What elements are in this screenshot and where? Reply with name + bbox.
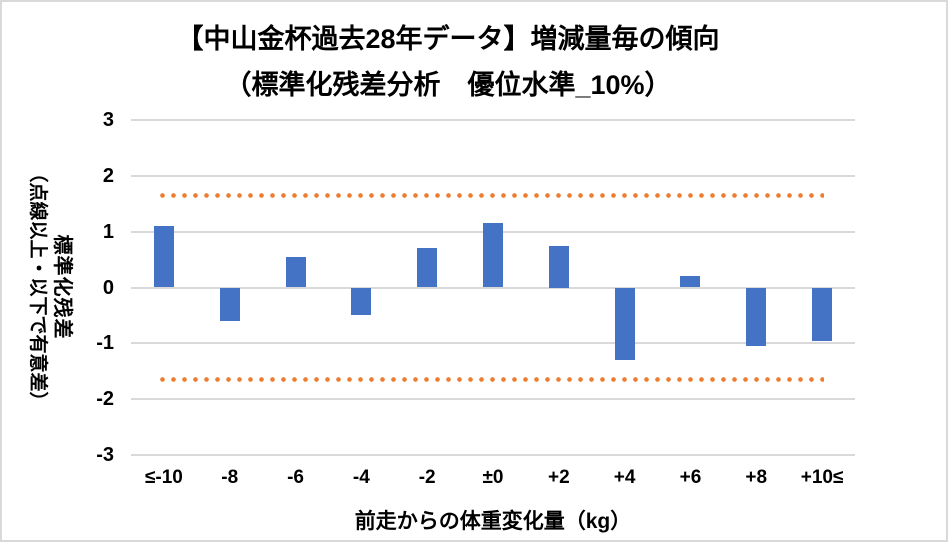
x-tick-label: -6: [287, 467, 304, 488]
gridline: [131, 119, 855, 121]
y-tick-label: 0: [102, 276, 114, 299]
bar--6: [285, 256, 306, 288]
x-axis-title: 前走からの体重変化量（kg）: [354, 510, 632, 533]
chart-title: 【中山金杯過去28年データ】増減量毎の傾向 （標準化残差分析 優位水準_10%）: [2, 24, 894, 101]
chart-title-line1: 【中山金杯過去28年データ】増減量毎の傾向: [176, 24, 720, 54]
y-tick-label: -1: [96, 332, 114, 355]
x-tick-label: ±0: [482, 467, 504, 488]
gridline: [131, 454, 855, 456]
y-tick-label: 2: [102, 164, 114, 187]
gridline: [131, 174, 855, 177]
chart-title-line2: （標準化残差分析 優位水準_10%）: [224, 70, 672, 100]
bar-±0: [483, 223, 503, 288]
gridline: [131, 286, 855, 289]
bar-+8: [746, 287, 767, 347]
bar-≤-10: [153, 226, 174, 288]
x-tick-label: -2: [418, 467, 436, 488]
x-tick-label: -4: [352, 467, 370, 488]
bar-+6: [680, 276, 701, 288]
y-axis-title: 標準化残差 （点線以上・以下で有意差）: [25, 137, 75, 437]
gridline: [131, 398, 855, 401]
bar-+4: [614, 287, 635, 361]
x-tick-label: +4: [613, 467, 636, 488]
y-axis-title-main: 標準化残差: [51, 234, 73, 340]
y-tick-label: -2: [96, 388, 114, 411]
significance-line-lower: [157, 377, 824, 383]
x-tick-label: -8: [221, 467, 239, 488]
x-tick-label: ≤-10: [144, 467, 183, 488]
x-tick-label: +6: [679, 467, 702, 488]
significance-line-upper: [157, 192, 824, 198]
x-tick-label: +2: [547, 467, 570, 488]
y-tick-label: -3: [96, 444, 114, 466]
bar--4: [351, 287, 372, 316]
x-tick-label: +8: [745, 467, 768, 488]
x-tick-label: +10≤: [800, 467, 844, 488]
y-tick-label: 1: [102, 220, 114, 243]
bar-+2: [548, 245, 569, 288]
gridline: [131, 342, 855, 345]
y-tick-label: 3: [102, 109, 114, 131]
bar--8: [219, 287, 240, 321]
bar--2: [417, 248, 438, 288]
bar-+10≤: [812, 287, 833, 341]
y-axis-title-note: （点線以上・以下で有意差）: [27, 163, 48, 411]
